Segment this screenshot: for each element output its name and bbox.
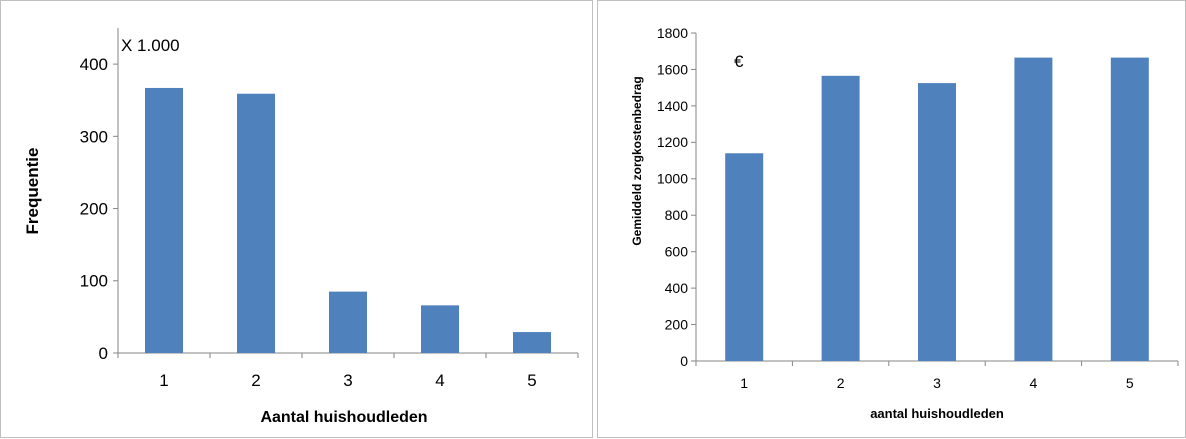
- bar-5: [513, 332, 551, 353]
- x-tick-label: 4: [1030, 375, 1038, 391]
- bar-1: [145, 87, 183, 353]
- x-axis-title: Aantal huishoudleden: [260, 409, 427, 426]
- bar-3: [918, 83, 956, 361]
- chart-household-frequency: 0 100 200 300 400 1 2 3 4 5 X 1.000 Aantal huisho…: [0, 0, 593, 438]
- x-tick-label: 5: [1126, 375, 1134, 391]
- y-tick-label: 600: [665, 244, 689, 260]
- y-tick-label: 400: [665, 280, 689, 296]
- x-tick-label: 2: [837, 375, 845, 391]
- bar-3: [329, 291, 367, 353]
- y-tick-label: 300: [80, 127, 108, 146]
- y-tick-label: 1400: [657, 98, 688, 114]
- unit-annotation: X 1.000: [121, 36, 180, 55]
- x-tick-label: 3: [343, 371, 352, 390]
- y-tick-label: 800: [665, 207, 689, 223]
- bar-2: [821, 75, 860, 362]
- x-tick-label: 5: [527, 371, 536, 390]
- x-tick-label: 1: [740, 375, 748, 391]
- y-axis-title: Frequentie: [23, 148, 42, 235]
- y-axis-title: Gemiddeld zorgkostenbedrag: [630, 76, 644, 245]
- x-tick-label: 3: [933, 375, 941, 391]
- y-tick-label: 0: [99, 344, 108, 363]
- x-tick-label: 1: [159, 371, 168, 390]
- bar-1: [725, 153, 764, 361]
- y-tick-label: 1200: [657, 134, 688, 150]
- bar-2: [237, 93, 275, 353]
- currency-annotation: €: [734, 52, 744, 71]
- y-tick-label: 400: [80, 55, 108, 74]
- y-tick-label: 200: [665, 316, 689, 332]
- y-tick-label: 1000: [657, 171, 688, 187]
- x-axis-title: aantal huishoudleden: [870, 406, 1004, 421]
- y-tick-label: 100: [80, 272, 108, 291]
- bar-5: [1110, 57, 1149, 361]
- x-tick-label: 2: [251, 371, 260, 390]
- y-tick-label: 1800: [657, 25, 688, 41]
- frequency-bar-chart: 0 100 200 300 400 1 2 3 4 5 X 1.000 Aantal huisho…: [23, 28, 579, 426]
- bar-4: [421, 305, 459, 353]
- chart-average-care-costs: 0 200 400 600 800 1000 1200 1400 1600 1800 1 2 3 4 5 €…: [597, 0, 1186, 438]
- y-tick-label: 200: [80, 200, 108, 219]
- y-tick-label: 0: [680, 353, 688, 369]
- x-tick-label: 4: [435, 371, 444, 390]
- y-tick-label: 1600: [657, 61, 688, 77]
- bar-4: [1014, 57, 1053, 361]
- care-costs-bar-chart: 0 200 400 600 800 1000 1200 1400 1600 1800 1 2 3 4 5 €…: [630, 25, 1179, 421]
